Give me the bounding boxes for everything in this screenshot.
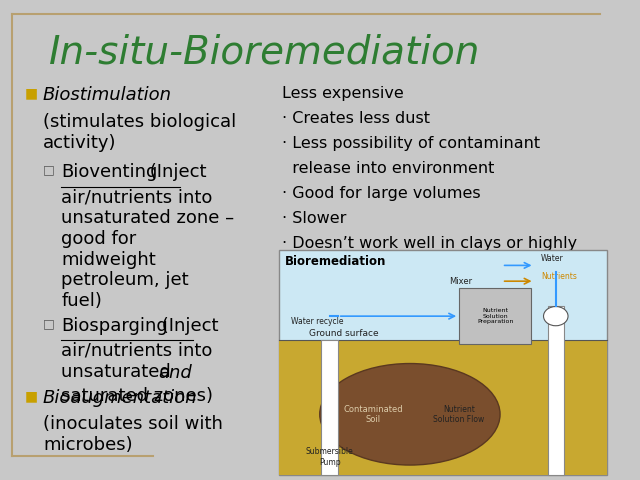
Text: Submersible
Pump: Submersible Pump	[306, 447, 353, 467]
Text: In-situ-Bioremediation: In-situ-Bioremediation	[49, 34, 481, 72]
Text: (Inject: (Inject	[144, 163, 207, 181]
Text: □: □	[43, 163, 54, 176]
Text: (inoculates soil with
microbes): (inoculates soil with microbes)	[43, 415, 223, 454]
Text: · Doesn’t work well in clays or highly: · Doesn’t work well in clays or highly	[282, 236, 577, 251]
Text: ■: ■	[24, 86, 38, 100]
Text: · Creates less dust: · Creates less dust	[282, 111, 430, 126]
Text: Nutrient
Solution Flow: Nutrient Solution Flow	[433, 405, 484, 424]
Text: Contaminated
Soil: Contaminated Soil	[343, 405, 403, 424]
Text: □: □	[43, 317, 54, 330]
Text: and: and	[158, 364, 192, 382]
Text: Bioaugmentation: Bioaugmentation	[43, 389, 197, 407]
Text: Biostimulation: Biostimulation	[43, 86, 172, 105]
Bar	[279, 340, 607, 475]
Text: (Inject: (Inject	[156, 317, 219, 335]
Bar	[321, 340, 338, 475]
Text: Water: Water	[541, 254, 564, 263]
Bar	[279, 250, 607, 475]
Bar	[548, 306, 564, 475]
Text: ■: ■	[24, 389, 38, 403]
Text: Biosparging: Biosparging	[61, 317, 168, 335]
Text: Nutrients: Nutrients	[541, 272, 577, 281]
Text: Nutrient
Solution
Preparation: Nutrient Solution Preparation	[477, 308, 513, 324]
Text: Mixer: Mixer	[449, 276, 472, 286]
Text: · Slower: · Slower	[282, 211, 346, 226]
Text: layered subsurfaces: layered subsurfaces	[282, 261, 454, 276]
Text: Ground surface: Ground surface	[309, 329, 379, 338]
Ellipse shape	[320, 363, 500, 465]
Bar	[459, 288, 531, 344]
Text: air/nutrients into
unsaturated: air/nutrients into unsaturated	[61, 342, 212, 381]
Text: saturated zones): saturated zones)	[61, 387, 213, 405]
Text: · Less possibility of contaminant: · Less possibility of contaminant	[282, 136, 540, 151]
Text: release into environment: release into environment	[282, 161, 494, 176]
Text: air/nutrients into
unsaturated zone –
good for
midweight
petroleum, jet
fuel): air/nutrients into unsaturated zone – go…	[61, 188, 234, 310]
Text: Bioventing: Bioventing	[61, 163, 157, 181]
Circle shape	[543, 307, 568, 326]
Text: Bioremediation: Bioremediation	[285, 255, 387, 268]
Text: · Good for large volumes: · Good for large volumes	[282, 186, 481, 201]
Text: (stimulates biological
activity): (stimulates biological activity)	[43, 113, 236, 152]
Text: Less expensive: Less expensive	[282, 86, 404, 101]
Text: Water recycle: Water recycle	[291, 317, 344, 326]
